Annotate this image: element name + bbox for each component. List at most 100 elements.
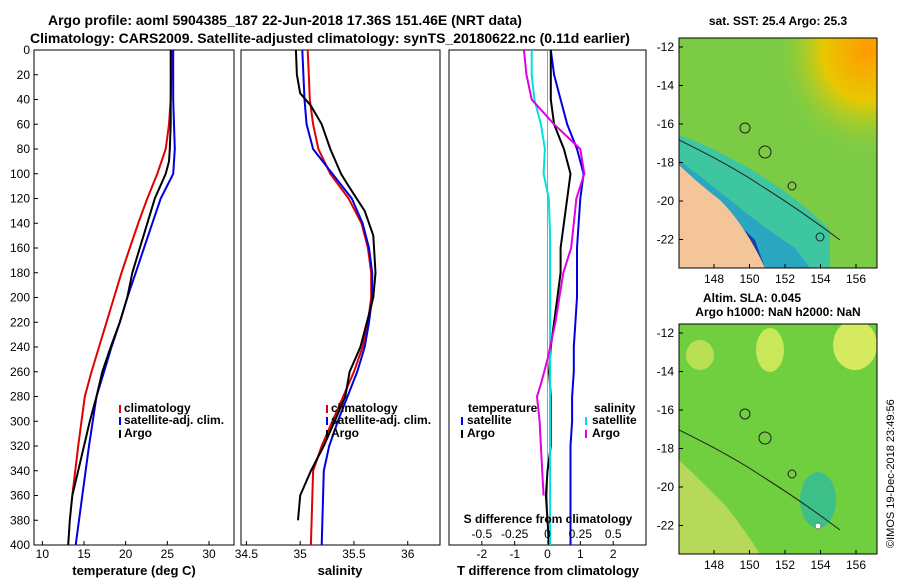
depth-tick-label: 380 <box>10 513 30 527</box>
legend-t-argo-label: Argo <box>467 426 495 440</box>
difference-lines <box>522 49 586 546</box>
legend-argo-label: Argo <box>124 426 152 440</box>
sla-map-axes: -12 -14 -16 -18 -20 -22 148 150 152 154 156 <box>657 326 867 572</box>
s-tick-label: -0.5 <box>471 527 492 541</box>
x-tick-label: 35.5 <box>342 547 366 561</box>
salinity-xlabel: salinity <box>318 563 364 578</box>
legend-salinity-title: salinity <box>594 401 636 415</box>
lat-tick-label: -14 <box>657 79 675 93</box>
depth-tick-label: 140 <box>10 216 30 230</box>
legend-temperature-title: temperature <box>468 401 538 415</box>
legend-climatology-label: climatology <box>124 401 191 415</box>
depth-tick-label: 60 <box>17 117 31 131</box>
depth-tick-label: 260 <box>10 365 30 379</box>
lat-tick-label: -14 <box>657 365 675 379</box>
s-tick-label: 0.25 <box>569 527 593 541</box>
difference-legend: temperature satellite Argo salinity sate… <box>461 401 637 440</box>
lat-tick-label: -18 <box>657 156 675 170</box>
sla-reef-marker <box>758 431 772 445</box>
temperature-panel: 0 20 40 60 80 100 120 140 160 180 200 220 240 260 280 3… <box>10 43 235 578</box>
depth-tick-label: 220 <box>10 315 30 329</box>
salinity-axes-frame <box>240 49 441 546</box>
difference-panel: -2 -1 0 1 2 temperature satellite Argo salin… <box>448 49 647 578</box>
header-line-2: Climatology: CARS2009. Satellite-adjuste… <box>30 30 630 46</box>
legend-argo-label: Argo <box>331 426 359 440</box>
temperature-legend: climatology satellite-adj. clim. Argo <box>119 401 224 440</box>
series-line-argo <box>67 50 172 546</box>
sst-map-axes: -12 -14 -16 -18 -20 -22 148 150 152 154 156 <box>657 40 867 286</box>
legend-t-satellite-label: satellite <box>467 413 512 427</box>
x-tick-label: 0 <box>544 547 551 561</box>
series-line-t-argo <box>544 50 572 546</box>
sla-reef-marker <box>739 408 751 420</box>
temperature-axes-frame <box>33 49 235 546</box>
sla-map-high-patch <box>686 340 714 370</box>
s-difference-label: S difference from climatology <box>464 512 633 526</box>
lon-tick-label: 152 <box>775 272 795 286</box>
depth-tick-label: 400 <box>10 538 30 552</box>
series-line-s-argo <box>522 49 586 496</box>
sst-reef-marker <box>758 145 772 159</box>
temperature-x-axis: 10 15 20 25 30 <box>36 541 216 561</box>
depth-tick-label: 340 <box>10 464 30 478</box>
sst-map-frame <box>678 37 878 269</box>
lat-tick-label: -20 <box>657 194 675 208</box>
lat-tick-label: -12 <box>657 40 675 54</box>
lon-tick-label: 152 <box>775 558 795 572</box>
salinity-legend: climatology satellite-adj. clim. Argo <box>326 401 431 440</box>
sst-reef-marker <box>815 232 825 242</box>
lon-tick-label: 156 <box>846 558 866 572</box>
sla-map-title-2: Argo h1000: NaN h2000: NaN <box>695 305 860 319</box>
depth-axis: 0 20 40 60 80 100 120 140 160 180 200 220 240 260 280 3… <box>10 43 38 552</box>
sst-map-land <box>679 165 765 268</box>
depth-tick-label: 40 <box>17 93 31 107</box>
legend-s-argo-label: Argo <box>592 426 620 440</box>
x-tick-label: 35 <box>293 547 307 561</box>
lat-tick-label: -20 <box>657 480 675 494</box>
x-tick-label: -2 <box>476 547 487 561</box>
sla-map-high-patch <box>833 324 877 370</box>
depth-tick-label: 320 <box>10 439 30 453</box>
lon-tick-label: 148 <box>704 272 724 286</box>
sla-reef-marker <box>787 469 797 479</box>
depth-tick-label: 280 <box>10 390 30 404</box>
temperature-xlabel: temperature (deg C) <box>72 563 196 578</box>
depth-tick-label: 240 <box>10 340 30 354</box>
lon-tick-label: 150 <box>739 272 759 286</box>
sst-reef-marker <box>787 181 797 191</box>
depth-tick-label: 80 <box>17 142 31 156</box>
depth-tick-label: 300 <box>10 414 30 428</box>
lon-tick-label: 154 <box>810 272 830 286</box>
lon-tick-label: 154 <box>810 558 830 572</box>
depth-tick-label: 0 <box>23 43 30 57</box>
salinity-panel: 34.5 35 35.5 36 climatology satellite-adj. … <box>235 49 441 578</box>
sla-map: Altim. SLA: 0.045 Argo h1000: NaN h2000:… <box>657 291 878 572</box>
x-tick-label: 34.5 <box>235 547 259 561</box>
series-line-s-satellite <box>530 50 552 545</box>
sla-map-high-patch <box>756 328 784 372</box>
s-tick-label: 0 <box>544 527 551 541</box>
series-line-t-satellite <box>549 49 585 545</box>
legend-s-satellite-label: satellite <box>592 413 637 427</box>
lat-tick-label: -22 <box>657 519 675 533</box>
lon-tick-label: 156 <box>846 272 866 286</box>
lat-tick-label: -16 <box>657 403 675 417</box>
depth-tick-label: 120 <box>10 192 30 206</box>
sla-map-shelf-contour <box>679 429 841 531</box>
x-tick-label: 2 <box>610 547 617 561</box>
depth-tick-label: 160 <box>10 241 30 255</box>
legend-satellite-label: satellite-adj. clim. <box>124 413 224 427</box>
sst-map-shelf-contour <box>679 139 841 241</box>
lat-tick-label: -22 <box>657 233 675 247</box>
footer-credit: ©IMOS 19-Dec-2018 23:49:56 <box>885 399 897 548</box>
salinity-x-axis: 34.5 35 35.5 36 <box>235 541 415 561</box>
depth-tick-label: 100 <box>10 167 30 181</box>
lon-tick-label: 148 <box>704 558 724 572</box>
lat-tick-label: -18 <box>657 442 675 456</box>
depth-tick-label: 180 <box>10 266 30 280</box>
x-tick-label: 25 <box>161 547 175 561</box>
sla-map-title-1: Altim. SLA: 0.045 <box>703 291 801 305</box>
series-line-climatology <box>71 50 173 496</box>
depth-tick-label: 360 <box>10 489 30 503</box>
